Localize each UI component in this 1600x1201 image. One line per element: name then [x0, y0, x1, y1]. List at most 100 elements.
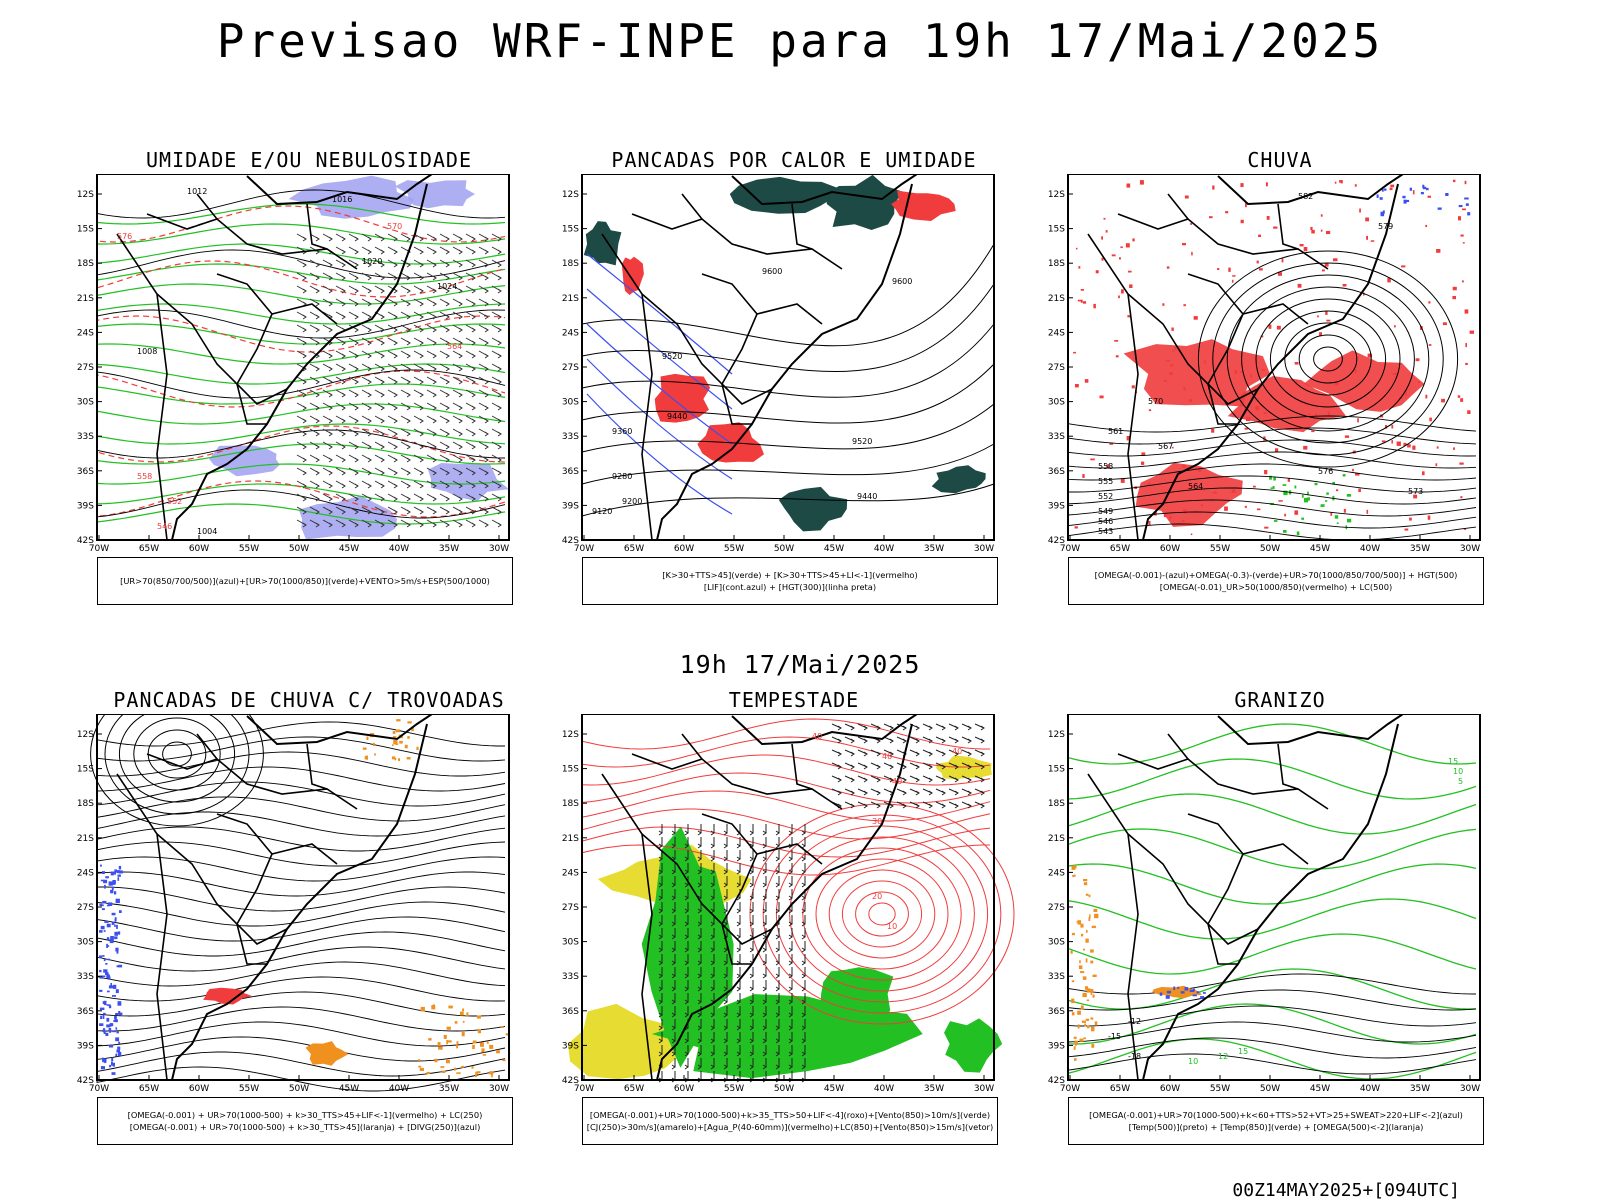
orange-speckle	[1072, 875, 1076, 877]
blue-speckle	[108, 985, 114, 989]
wind-vector	[697, 973, 702, 979]
orange-speckle	[456, 1044, 458, 1049]
red-speckle	[1084, 379, 1089, 383]
wind-vector	[328, 236, 333, 242]
wind-vector	[876, 777, 881, 783]
wind-vector	[762, 843, 767, 849]
wind-vector	[471, 470, 476, 476]
orange-speckle	[404, 744, 408, 749]
wind-vector	[775, 947, 780, 953]
blue-speckle	[114, 1016, 117, 1020]
red-speckle	[1287, 478, 1290, 482]
wind-vector	[406, 444, 411, 450]
wind-vector	[484, 366, 489, 372]
coastline	[1142, 714, 1404, 1081]
blue-speckle	[1184, 987, 1189, 991]
wind-vector	[458, 262, 463, 268]
wind-vector	[393, 522, 398, 528]
wind-vector	[775, 986, 780, 992]
orange-speckle	[1083, 879, 1088, 882]
wind-vector	[684, 895, 689, 901]
wind-vector	[980, 751, 985, 757]
orange-speckle	[1077, 1010, 1081, 1015]
wind-vector	[328, 379, 333, 385]
lat-label: 39S	[77, 1041, 94, 1051]
mid-title: 19h 17/Mai/2025	[679, 650, 921, 679]
lat-label: 39S	[562, 501, 579, 511]
country-border	[116, 233, 168, 541]
lat-label: 21S	[77, 834, 94, 844]
wind-vector	[432, 327, 437, 333]
lat-label: 12S	[77, 190, 94, 200]
red-speckle	[1303, 445, 1308, 450]
wind-vector	[788, 830, 793, 836]
red-speckle	[1245, 202, 1247, 208]
lon-label: 60W	[189, 1084, 209, 1094]
green-speckle	[1273, 477, 1276, 481]
wind-vector	[723, 947, 728, 953]
red-speckle	[1231, 489, 1236, 493]
streamline	[96, 1006, 506, 1032]
orange-speckle	[1087, 1025, 1090, 1029]
panel-granizo: GRANIZO 12S 15S 18S 21S 24S 27S 30S 33S 36S 39S 42…	[1035, 688, 1525, 1188]
wind-vector	[406, 496, 411, 502]
lat-label: 12S	[562, 730, 579, 740]
wind-vector	[328, 444, 333, 450]
wind-vector	[749, 921, 754, 927]
wind-vector	[497, 431, 502, 437]
streamline	[96, 901, 506, 927]
wind-vector	[967, 738, 972, 744]
humidity-contour	[96, 463, 506, 485]
red-speckle	[1171, 327, 1174, 331]
wind-vector	[801, 921, 806, 927]
wind-vector	[658, 1025, 663, 1031]
wind-vector	[484, 496, 489, 502]
wind-vector	[671, 999, 676, 1005]
wind-vector	[658, 999, 663, 1005]
wind-vector	[658, 843, 663, 849]
red-speckle	[1163, 514, 1167, 518]
red-speckle	[1188, 398, 1192, 402]
wind-vector	[354, 366, 359, 372]
wind-vector	[684, 830, 689, 836]
country-border	[1207, 923, 1259, 945]
wind-vector	[432, 366, 437, 372]
wind-vector	[354, 418, 359, 424]
red-speckle	[1131, 385, 1135, 389]
streamline	[96, 751, 506, 777]
blue-speckle	[103, 1012, 106, 1015]
wind-vector	[484, 314, 489, 320]
red-speckle	[1082, 474, 1085, 478]
red-speckle	[1336, 489, 1339, 492]
wind-vector	[762, 882, 767, 888]
red-speckle	[1417, 381, 1421, 384]
lat-label: 42S	[1048, 536, 1065, 546]
streamline	[96, 856, 506, 882]
wind-vector	[736, 1064, 741, 1070]
lon-label: 55W	[724, 544, 744, 554]
wind-vector	[315, 314, 320, 320]
wind-vector	[788, 947, 793, 953]
blue-speckle	[106, 937, 110, 940]
blue-speckle	[116, 924, 118, 929]
contour-label: 10	[1188, 1057, 1198, 1066]
country-border	[1117, 753, 1329, 810]
red-speckle	[1425, 394, 1428, 399]
wind-vector	[902, 738, 907, 744]
wind-vector	[788, 921, 793, 927]
contour-label: 5	[1458, 777, 1463, 786]
wind-vector	[980, 738, 985, 744]
wind-vector	[458, 327, 463, 333]
humidity-area	[394, 180, 475, 209]
orange-speckle	[420, 1006, 425, 1012]
orange-speckle	[501, 1026, 504, 1028]
country-border	[1117, 213, 1329, 270]
panel-title: PANCADAS DE CHUVA C/ TROVOADAS	[113, 688, 505, 712]
wind-vector	[484, 379, 489, 385]
lon-label: 30W	[489, 544, 509, 554]
country-border	[236, 923, 288, 945]
blue-speckle	[106, 974, 110, 979]
wind-vector	[471, 262, 476, 268]
red-speckle	[1294, 510, 1299, 515]
wind-vector	[697, 843, 702, 849]
